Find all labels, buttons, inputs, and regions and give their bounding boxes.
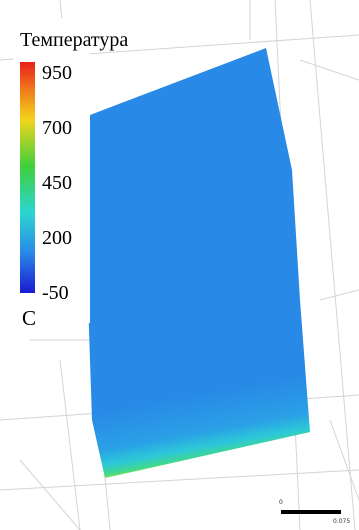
legend-tick-label: 700 (42, 117, 72, 139)
legend-tick-label: 450 (42, 172, 72, 194)
scale-bar-line (281, 510, 341, 514)
legend-title: Температура (20, 29, 128, 51)
viewport: Температура C 950 700 450 200 -50 0 0.075 (0, 0, 359, 530)
legend-tick-label: 200 (42, 227, 72, 249)
scale-bar: 0 0.075 (279, 499, 350, 525)
color-bar (20, 62, 35, 293)
blade (88, 48, 310, 478)
legend-unit: C (22, 306, 36, 330)
legend-tick-label: 950 (42, 62, 72, 84)
legend-tick-label: -50 (42, 282, 69, 304)
scale-start: 0 (279, 499, 283, 506)
scale-end: 0.075 (333, 518, 350, 525)
